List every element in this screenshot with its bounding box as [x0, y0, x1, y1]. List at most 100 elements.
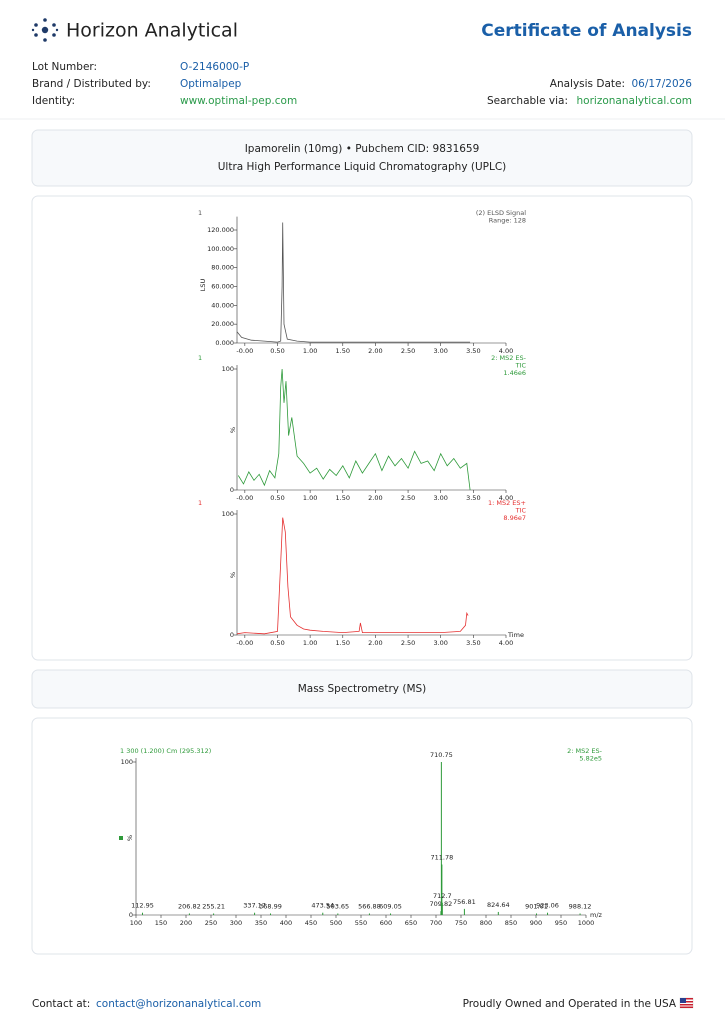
x-tick-label: 4.00 — [499, 347, 513, 355]
y-tick-label: 120.000 — [207, 226, 234, 234]
x-tick-label: 850 — [505, 919, 517, 927]
x-tick-label: 500 — [330, 919, 342, 927]
tagline: Proudly Owned and Operated in the USA — [463, 998, 677, 1010]
peak-label: 901.01 — [525, 902, 548, 910]
peak-label: 923.06 — [536, 902, 559, 910]
x-tick-label: 150 — [155, 919, 167, 927]
trace-label: 1 — [198, 499, 202, 507]
field-value: O-2146000-P — [180, 61, 249, 73]
chart-panel — [31, 195, 693, 661]
annotation: (2) ELSD Signal — [476, 209, 526, 217]
x-tick-label: 1.00 — [303, 347, 317, 355]
x-tick-label: 700 — [430, 919, 442, 927]
y-tick-label: 40.000 — [211, 301, 234, 309]
x-tick-label: 100 — [130, 919, 142, 927]
x-tick-label: 0.50 — [270, 494, 284, 502]
x-tick-label: 1.50 — [336, 347, 350, 355]
y-tick-label: 0 — [230, 631, 234, 639]
peak-label: 473.54 — [311, 902, 334, 910]
peak-label: 712.7 — [433, 892, 452, 900]
x-tick-label: -0.00 — [236, 639, 253, 647]
peak-label: 255.21 — [202, 902, 225, 910]
peak-label: 337.17 — [243, 902, 266, 910]
annotation: 1.46e6 — [503, 369, 526, 377]
x-tick-label: 400 — [280, 919, 292, 927]
trace-label: 1 300 (1.200) Cm (295.312) — [120, 747, 211, 755]
annotation: TIC — [515, 507, 527, 515]
x-axis-label: Time — [507, 631, 524, 639]
x-tick-label: 2.50 — [401, 639, 415, 647]
x-tick-label: 300 — [230, 919, 242, 927]
peak-label: 824.64 — [487, 901, 510, 909]
trace-label: 1 — [198, 209, 202, 217]
peak-label: 112.95 — [131, 902, 154, 910]
annotation: 2: MS2 ES- — [491, 354, 527, 362]
flag-icon — [679, 997, 694, 1009]
compound: Ipamorelin (10mg) • Pubchem CID: 9831659 — [245, 143, 480, 155]
y-axis-label: % — [126, 835, 134, 841]
annotation: 5.82e5 — [579, 755, 602, 763]
contact-email[interactable]: contact@horizonanalytical.com — [96, 998, 261, 1010]
trace — [236, 222, 471, 343]
field-label: Lot Number: — [32, 61, 97, 73]
peak-label: 711.78 — [431, 854, 454, 862]
trace — [237, 368, 471, 491]
y-tick-label: 100 — [222, 365, 234, 373]
x-tick-label: 450 — [305, 919, 317, 927]
brand-name: Horizon Analytical — [66, 20, 238, 42]
x-tick-label: 3.50 — [466, 494, 480, 502]
document-title: Certificate of Analysis — [481, 21, 692, 41]
chart-panel — [31, 717, 693, 955]
x-tick-label: 650 — [405, 919, 417, 927]
field-value: horizonanalytical.com — [577, 95, 692, 107]
x-tick-label: 0.50 — [270, 347, 284, 355]
x-tick-label: 2.00 — [368, 494, 382, 502]
y-axis-label: % — [229, 427, 237, 433]
x-tick-label: 4.00 — [499, 494, 513, 502]
x-tick-label: 900 — [530, 919, 542, 927]
field-value: www.optimal-pep.com — [180, 95, 297, 107]
x-tick-label: 3.00 — [433, 347, 447, 355]
x-tick-label: 750 — [455, 919, 467, 927]
logo-icon — [31, 18, 59, 42]
annotation: 8.96e7 — [503, 514, 526, 522]
x-tick-label: 950 — [555, 919, 567, 927]
x-tick-label: 350 — [255, 919, 267, 927]
y-tick-label: 80.000 — [211, 264, 234, 272]
peak-label: 609.05 — [379, 902, 402, 910]
section-box — [31, 669, 693, 709]
legend-swatch — [119, 836, 123, 840]
x-tick-label: 2.50 — [401, 494, 415, 502]
peak-label: 710.75 — [430, 751, 453, 759]
trace — [236, 517, 469, 635]
method: Ultra High Performance Liquid Chromatogr… — [218, 161, 507, 173]
section-box — [31, 129, 693, 187]
y-tick-label: 100 — [222, 510, 234, 518]
x-tick-label: 1.00 — [303, 494, 317, 502]
y-tick-label: 20.000 — [211, 320, 234, 328]
x-tick-label: 250 — [205, 919, 217, 927]
x-tick-label: -0.00 — [236, 347, 253, 355]
x-tick-label: 1.50 — [336, 639, 350, 647]
x-tick-label: 600 — [380, 919, 392, 927]
x-tick-label: 3.00 — [433, 494, 447, 502]
x-tick-label: 1000 — [578, 919, 595, 927]
field-label: Brand / Distributed by: — [32, 78, 151, 90]
annotation: 1: MS2 ES+ — [488, 499, 526, 507]
x-tick-label: 3.50 — [466, 639, 480, 647]
ms-heading: Mass Spectrometry (MS) — [298, 683, 427, 695]
peak-label: 503.65 — [326, 902, 349, 910]
x-tick-label: 2.50 — [401, 347, 415, 355]
annotation: 2: MS2 ES- — [567, 747, 603, 755]
x-tick-label: 200 — [180, 919, 192, 927]
y-tick-label: 100 — [121, 758, 133, 766]
field-value: Optimalpep — [180, 78, 242, 90]
y-tick-label: 0 — [230, 486, 234, 494]
peak-label: 206.82 — [178, 902, 201, 910]
y-tick-label: 0 — [129, 911, 133, 919]
x-tick-label: 0.50 — [270, 639, 284, 647]
peak-label: 756.81 — [453, 898, 476, 906]
y-tick-label: 100.000 — [207, 245, 234, 253]
field-value: 06/17/2026 — [631, 78, 692, 90]
